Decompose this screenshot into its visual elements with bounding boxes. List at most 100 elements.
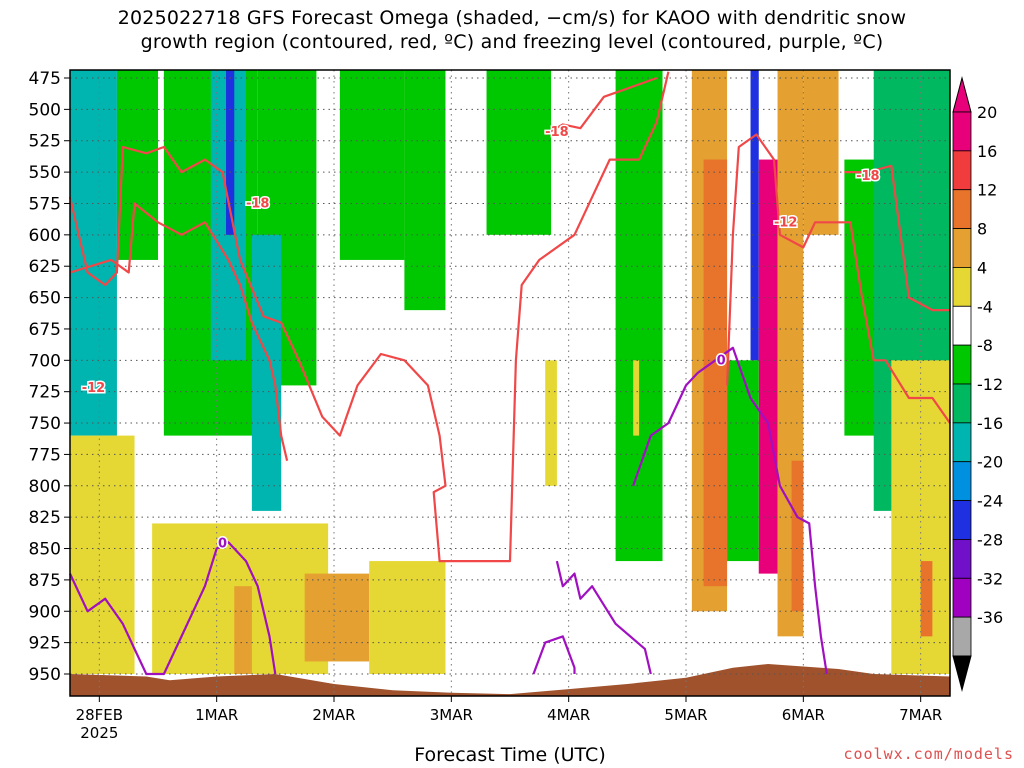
dgz-contour [68, 71, 670, 563]
omega-shade-region [750, 70, 759, 361]
colorbar-label: -36 [977, 608, 1003, 627]
colorbar-swatch [952, 461, 972, 501]
y-tick-label: 850 [29, 540, 61, 560]
dgz-contour-label: -12 [774, 215, 798, 230]
colorbar-swatch [952, 422, 972, 463]
y-tick-label: 800 [29, 477, 61, 497]
x-tick-sublabel: 2025 [80, 724, 118, 742]
x-tick-label: 2MAR [312, 706, 355, 724]
colorbar-swatch [952, 383, 972, 424]
colorbar-label: 4 [977, 258, 987, 277]
colorbar-swatch [952, 500, 972, 540]
x-tick-label: 4MAR [547, 706, 590, 724]
colorbar-label: 8 [977, 220, 987, 239]
omega-shade-region [226, 70, 235, 235]
y-tick-label: 525 [29, 132, 61, 152]
source-credit: coolwx.com/models [843, 745, 1014, 763]
freezing-contour [555, 560, 652, 675]
colorbar-label: 12 [977, 181, 997, 200]
colorbar-label: -20 [977, 453, 1003, 472]
dgz-contour [844, 164, 950, 312]
colorbar-label: -12 [977, 375, 1003, 394]
freezing-contour [532, 635, 576, 675]
omega-shade-region [791, 460, 804, 612]
dgz-contour-label: -18 [856, 169, 880, 184]
omega-shade-region [803, 70, 839, 235]
x-tick-label: 1MAR [195, 706, 238, 724]
y-tick-label: 875 [29, 571, 61, 591]
y-tick-label: 925 [29, 634, 61, 654]
omega-shade-region [615, 70, 663, 562]
omega-shading [70, 70, 950, 674]
contours: -12 -12 -18 -18 -18 0 0 [68, 71, 951, 676]
chart-title-line-1: 2025022718 GFS Forecast Omega (shaded, −… [117, 7, 907, 29]
omega-shade-region [545, 360, 557, 486]
colorbar-swatch [952, 577, 972, 618]
omega-shade-region [404, 70, 446, 311]
colorbar-label: -28 [977, 530, 1003, 549]
colorbar-swatch [952, 189, 972, 229]
colorbar-label: -24 [977, 492, 1003, 511]
freezing-contour-label: 0 [218, 537, 227, 552]
y-tick-label: 950 [29, 665, 61, 685]
dgz-contour-label: -12 [82, 381, 106, 396]
y-tick-label: 750 [29, 414, 61, 434]
terrain-fill [70, 664, 950, 696]
colorbar-bottom-arrow [952, 655, 972, 692]
terrain [70, 664, 950, 696]
colorbar-label: -32 [977, 569, 1003, 588]
y-tick-label: 600 [29, 226, 61, 246]
x-axis-label: Forecast Time (UTC) [414, 744, 606, 766]
dgz-contour [726, 133, 951, 424]
omega-shade-region [339, 70, 405, 260]
omega-shade-region [70, 435, 135, 674]
omega-shade-region [758, 159, 778, 574]
omega-shade-region [727, 360, 759, 562]
y-tick-label: 775 [29, 445, 61, 465]
freezing-contour [632, 346, 828, 675]
colorbar-swatch [952, 150, 972, 191]
y-tick-label: 825 [29, 508, 61, 528]
x-tick-label: 28FEB [76, 706, 123, 724]
y-tick-label: 900 [29, 602, 61, 622]
y-tick-label: 550 [29, 163, 61, 183]
omega-shade-region [633, 360, 640, 436]
y-tick-label: 725 [29, 383, 61, 403]
x-tick-label: 5MAR [664, 706, 707, 724]
colorbar-swatch [952, 267, 972, 307]
omega-shade-region [486, 70, 552, 235]
y-tick-label: 475 [29, 69, 61, 89]
colorbar-label: -4 [977, 297, 993, 316]
omega-shade-region [369, 561, 446, 674]
dgz-contour-label: -18 [545, 125, 569, 140]
y-axis: 475 500 525 550 575 600 625 650 675 700 725 750 775 8… [29, 69, 70, 685]
freezing-contour [69, 541, 277, 676]
omega-shade-region [703, 159, 728, 587]
chart-title-line-2: growth region (contoured, red, ºC) and f… [140, 31, 884, 53]
colorbar: 20 16 12 8 4 -4 -8 -12 -16 -20 -24 -28 -32 -36 [952, 76, 1003, 692]
colorbar-top-arrow [952, 76, 972, 113]
colorbar-label: 16 [977, 142, 997, 161]
x-tick-label: 3MAR [430, 706, 473, 724]
colorbar-swatch [952, 228, 972, 268]
x-tick-label: 7MAR [899, 706, 942, 724]
omega-shade-region [234, 586, 252, 674]
plot-frame [69, 69, 951, 697]
colorbar-swatch [952, 111, 972, 152]
grid [70, 70, 950, 696]
omega-shade-region [251, 234, 282, 511]
y-tick-label: 500 [29, 100, 61, 120]
colorbar-label: -16 [977, 414, 1003, 433]
dgz-contour [544, 76, 658, 136]
y-tick-label: 700 [29, 351, 61, 371]
y-tick-label: 575 [29, 194, 61, 214]
chart-title: 2025022718 GFS Forecast Omega (shaded, −… [0, 6, 1024, 54]
colorbar-label: 20 [977, 103, 997, 122]
omega-shade-region [304, 573, 370, 662]
x-tick-label: 6MAR [782, 706, 825, 724]
dgz-contour [69, 202, 289, 461]
y-tick-label: 625 [29, 257, 61, 277]
omega-shade-region [920, 561, 933, 637]
